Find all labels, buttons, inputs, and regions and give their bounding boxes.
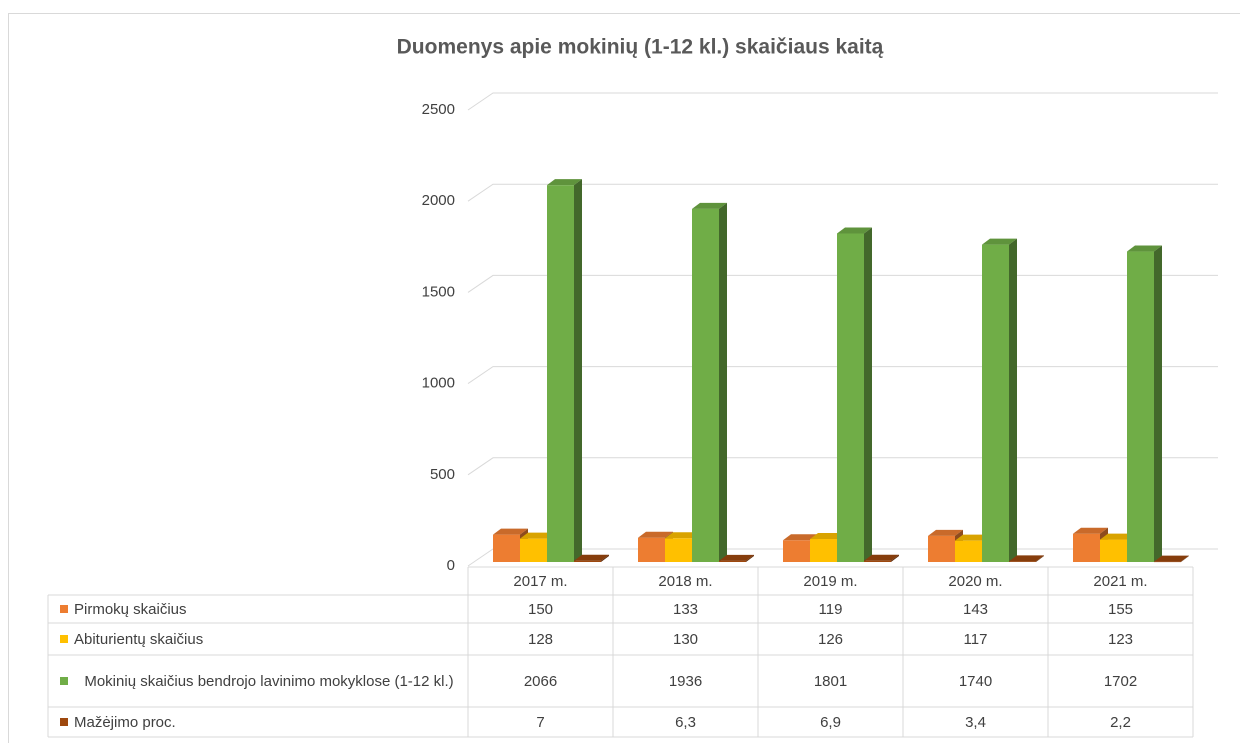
- bar-front: [547, 185, 574, 562]
- bar-front: [493, 535, 520, 562]
- bar-front: [1100, 540, 1127, 562]
- table-value: 130: [673, 631, 698, 648]
- y-tick-label: 1000: [422, 375, 455, 392]
- table-value: 1702: [1104, 673, 1137, 690]
- x-tick-label: 2017 m.: [513, 573, 567, 590]
- table-value: 143: [963, 601, 988, 618]
- table-value: 150: [528, 601, 553, 618]
- table-value: 1936: [669, 673, 702, 690]
- legend-label: Abiturientų skaičius: [74, 623, 464, 655]
- legend-label: Mokinių skaičius bendrojo lavinimo mokyk…: [74, 655, 464, 707]
- bar-front: [982, 245, 1009, 562]
- bar: [547, 179, 582, 562]
- bar-front: [665, 538, 692, 562]
- table-value: 128: [528, 631, 553, 648]
- table-value: 117: [964, 631, 988, 648]
- table-value: 2,2: [1110, 714, 1131, 731]
- table-value: 2066: [524, 673, 557, 690]
- legend-key: [60, 677, 68, 685]
- x-tick-label: 2018 m.: [658, 573, 712, 590]
- bar: [837, 227, 872, 562]
- y-tick-label: 2500: [422, 101, 455, 118]
- bar-front: [692, 209, 719, 562]
- table-value: 3,4: [965, 714, 986, 731]
- bar-front: [837, 233, 864, 562]
- y-tick-label: 1500: [422, 283, 455, 300]
- bar-front: [810, 539, 837, 562]
- bar: [1127, 246, 1162, 562]
- legend-key: [60, 635, 68, 643]
- legend-label: Mažėjimo proc.: [74, 707, 464, 737]
- legend-key: [60, 718, 68, 726]
- x-tick-label: 2021 m.: [1093, 573, 1147, 590]
- bar-front: [638, 538, 665, 562]
- bar-side: [1154, 246, 1162, 562]
- bar: [982, 239, 1017, 562]
- bar: [692, 203, 727, 562]
- table-value: 7: [536, 714, 544, 731]
- table-value: 6,3: [675, 714, 696, 731]
- bar-side: [1009, 239, 1017, 562]
- bar-front: [928, 536, 955, 562]
- table-value: 1801: [814, 673, 847, 690]
- legend-label: Pirmokų skaičius: [74, 595, 464, 623]
- table-value: 133: [673, 601, 698, 618]
- y-tick-label: 0: [447, 557, 455, 574]
- table-value: 119: [819, 601, 843, 618]
- bar-front: [783, 540, 810, 562]
- legend-label-box: Mažėjimo proc.: [74, 707, 464, 737]
- bar-front: [1073, 534, 1100, 562]
- table-value: 123: [1108, 631, 1133, 648]
- legend-label-box: Abiturientų skaičius: [74, 623, 464, 655]
- x-tick-label: 2020 m.: [948, 573, 1002, 590]
- legend-key: [60, 605, 68, 613]
- bar-front: [1127, 252, 1154, 562]
- table-value: 1740: [959, 673, 992, 690]
- table-value: 6,9: [820, 714, 841, 731]
- bar-side: [864, 227, 872, 562]
- table-value: 155: [1108, 601, 1133, 618]
- bar-front: [1009, 561, 1036, 562]
- legend-label-box: Mokinių skaičius bendrojo lavinimo mokyk…: [74, 655, 464, 707]
- bar-front: [864, 561, 891, 562]
- bar-front: [955, 541, 982, 562]
- bar-front: [574, 561, 601, 562]
- x-tick-label: 2019 m.: [803, 573, 857, 590]
- bar-front: [719, 561, 746, 562]
- legend-label-box: Pirmokų skaičius: [74, 595, 464, 623]
- y-tick-label: 500: [430, 466, 455, 483]
- bar-front: [520, 539, 547, 562]
- bar-side: [719, 203, 727, 562]
- chart-title: Duomenys apie mokinių (1-12 kl.) skaičia…: [397, 36, 884, 59]
- bar-side: [574, 179, 582, 562]
- y-tick-label: 2000: [422, 192, 455, 209]
- bar-front: [1154, 562, 1181, 563]
- table-value: 126: [818, 631, 843, 648]
